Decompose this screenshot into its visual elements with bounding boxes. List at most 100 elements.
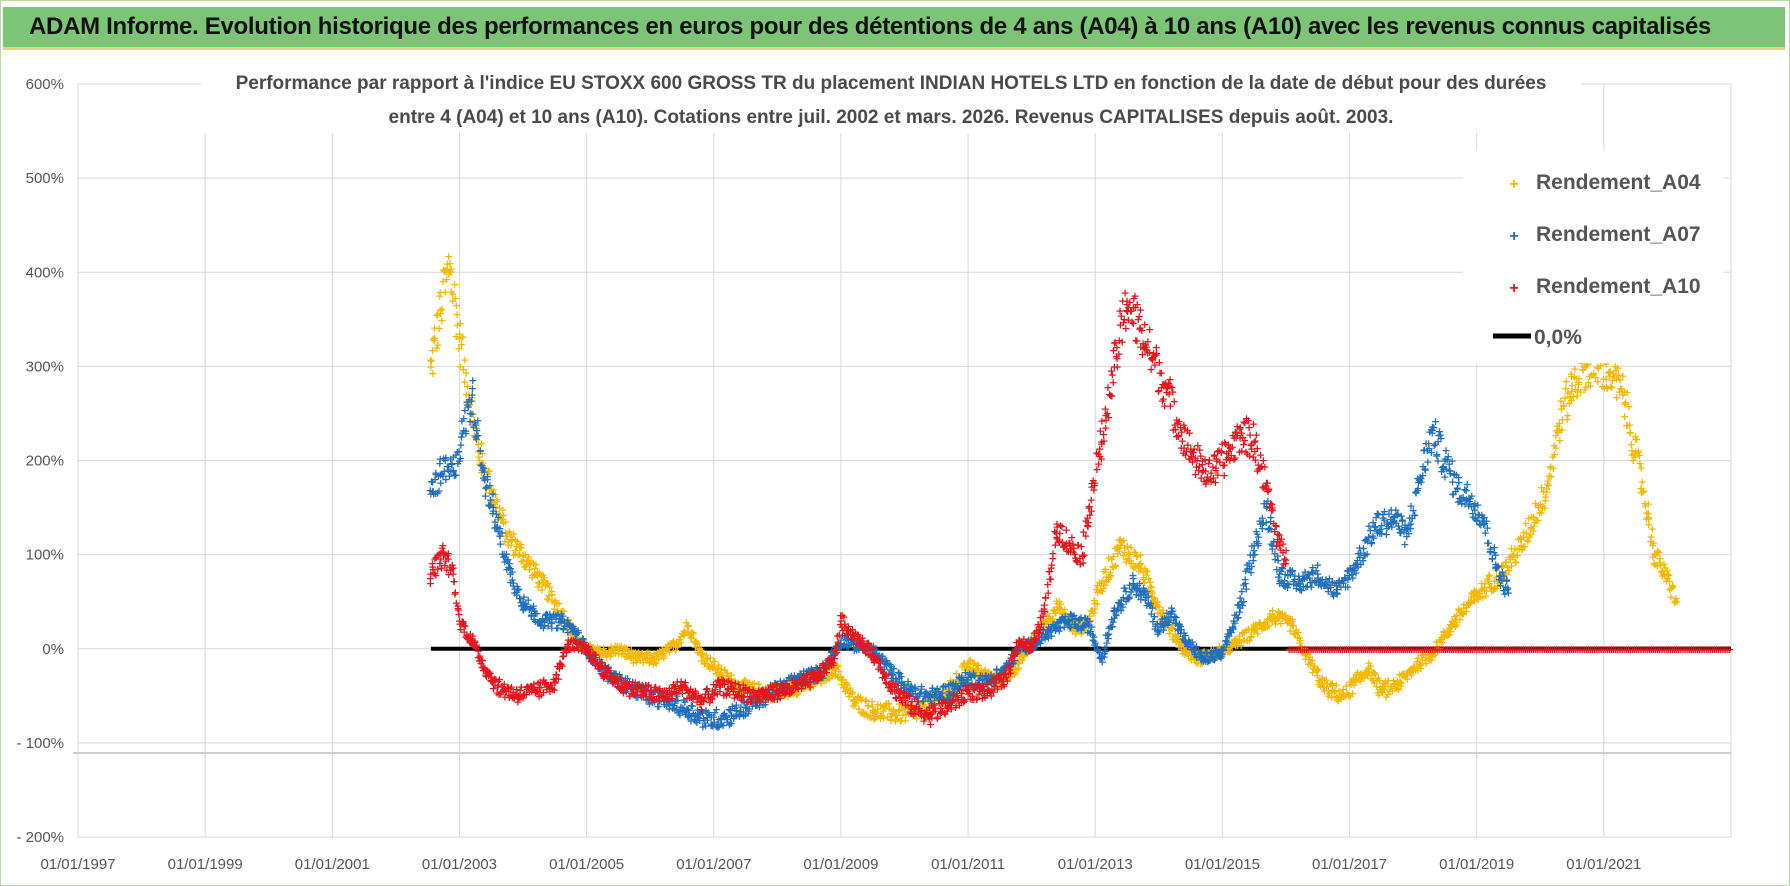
point-a04: + xyxy=(565,619,574,632)
point-a07: + xyxy=(1410,509,1419,522)
point-a04: + xyxy=(1648,523,1657,536)
point-a04: + xyxy=(429,334,438,347)
point-a10: + xyxy=(1109,376,1118,389)
point-a10: + xyxy=(1136,304,1145,317)
point-a04: + xyxy=(533,566,542,579)
point-a04: + xyxy=(1517,539,1526,552)
point-a04: + xyxy=(539,569,548,582)
point-a04: + xyxy=(489,498,498,511)
point-a04: + xyxy=(426,360,435,373)
x-tick-label: 01/01/2003 xyxy=(422,856,497,873)
point-a04: + xyxy=(906,707,915,720)
point-a04: + xyxy=(480,473,489,486)
point-a04: + xyxy=(455,332,464,345)
x-tick-label: 01/01/1999 xyxy=(168,856,243,873)
point-a04: + xyxy=(512,540,521,553)
point-a04: + xyxy=(482,483,491,496)
point-a04: + xyxy=(557,615,566,628)
point-a04: + xyxy=(1250,624,1259,637)
point-a04: + xyxy=(470,414,479,427)
point-a04: + xyxy=(1663,572,1672,585)
point-a04: + xyxy=(811,676,820,689)
point-a04: + xyxy=(467,419,476,432)
point-a04: + xyxy=(491,501,500,514)
point-a04: + xyxy=(1466,596,1475,609)
point-a04: + xyxy=(550,602,559,615)
point-a10: + xyxy=(1107,389,1116,402)
point-a04: + xyxy=(547,588,556,601)
point-a04: + xyxy=(1672,596,1681,609)
point-a04: + xyxy=(1084,615,1093,628)
point-a07: + xyxy=(1313,559,1322,572)
point-a04: + xyxy=(426,353,435,366)
point-a04: + xyxy=(434,322,443,335)
point-a04: + xyxy=(1052,600,1061,613)
point-a04: + xyxy=(503,530,512,543)
point-a04: + xyxy=(440,265,449,278)
point-a04: + xyxy=(491,488,500,501)
point-a04: + xyxy=(792,680,801,693)
point-a04: + xyxy=(595,647,604,660)
point-a04: + xyxy=(475,458,484,471)
point-a04: + xyxy=(511,544,520,557)
point-a04: + xyxy=(509,549,518,562)
point-a04: + xyxy=(528,569,537,582)
point-a04: + xyxy=(501,516,510,529)
point-a10: + xyxy=(1113,360,1122,373)
point-a04: + xyxy=(535,577,544,590)
point-a04: + xyxy=(1288,619,1297,632)
point-a04: + xyxy=(464,389,473,402)
point-a04: + xyxy=(485,487,494,500)
point-a04: + xyxy=(460,376,469,389)
point-a04: + xyxy=(481,462,490,475)
point-a07: + xyxy=(456,452,465,465)
point-a04: + xyxy=(555,609,564,622)
point-a04: + xyxy=(467,395,476,408)
point-a04: + xyxy=(550,603,559,616)
point-a10: + xyxy=(1268,503,1277,516)
point-a07: + xyxy=(468,374,477,387)
point-a04: + xyxy=(525,563,534,576)
point-a04: + xyxy=(1377,685,1386,698)
point-a04: + xyxy=(504,539,513,552)
point-a04: + xyxy=(477,437,486,450)
point-a04: + xyxy=(504,536,513,549)
point-a04: + xyxy=(445,265,454,278)
point-a04: + xyxy=(559,614,568,627)
point-a04: + xyxy=(518,549,527,562)
point-a04: + xyxy=(496,509,505,522)
y-tick-label: 500% xyxy=(26,170,64,187)
point-a04: + xyxy=(552,597,561,610)
point-a04: + xyxy=(1637,461,1646,474)
point-a04: + xyxy=(543,593,552,606)
point-a04: + xyxy=(511,533,520,546)
point-a04: + xyxy=(963,657,972,670)
point-a04: + xyxy=(533,581,542,594)
point-a04: + xyxy=(474,445,483,458)
point-a07: + xyxy=(473,429,482,442)
point-a04: + xyxy=(540,571,549,584)
point-a04: + xyxy=(1192,652,1201,665)
point-a04: + xyxy=(504,525,513,538)
point-a04: + xyxy=(1269,610,1278,623)
x-tick-label: 01/01/1997 xyxy=(40,856,115,873)
x-tick-label: 01/01/2021 xyxy=(1566,856,1641,873)
point-a04: + xyxy=(492,493,501,506)
point-a04: + xyxy=(457,331,466,344)
point-a04: + xyxy=(454,342,463,355)
point-a04: + xyxy=(441,264,450,277)
point-a04: + xyxy=(576,638,585,651)
point-a04: + xyxy=(1563,409,1572,422)
point-a04: + xyxy=(438,275,447,288)
point-a04: + xyxy=(735,680,744,693)
x-tick-label: 01/01/2015 xyxy=(1185,856,1260,873)
point-a07: + xyxy=(1254,537,1263,550)
point-a04: + xyxy=(539,574,548,587)
y-tick-label: 0% xyxy=(42,641,64,658)
point-a04: + xyxy=(520,561,529,574)
point-a04: + xyxy=(487,486,496,499)
point-a04: + xyxy=(1644,511,1653,524)
point-a10: + xyxy=(1281,557,1290,570)
point-a04: + xyxy=(1567,379,1576,392)
